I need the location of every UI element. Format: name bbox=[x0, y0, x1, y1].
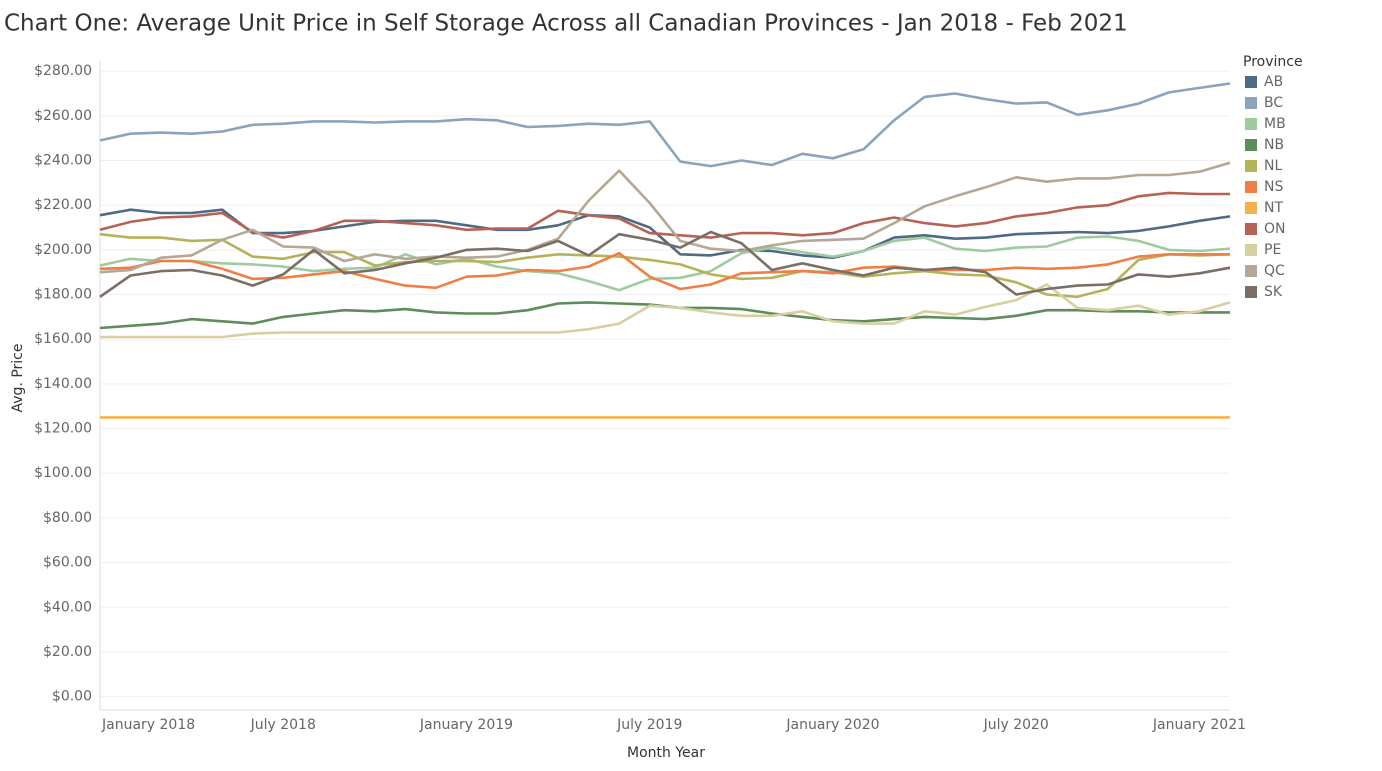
y-tick-label: $200.00 bbox=[34, 242, 92, 258]
y-tick-label: $180.00 bbox=[34, 287, 92, 303]
x-axis-title: Month Year bbox=[627, 745, 705, 761]
y-tick-label: $20.00 bbox=[43, 644, 92, 660]
legend-label: SK bbox=[1264, 284, 1283, 300]
y-tick-label: $100.00 bbox=[34, 465, 92, 481]
x-tick-label: January 2020 bbox=[785, 717, 879, 733]
y-tick-label: $120.00 bbox=[34, 421, 92, 437]
series-line bbox=[99, 232, 1231, 299]
legend-swatch bbox=[1245, 202, 1257, 214]
series-line bbox=[99, 82, 1231, 168]
y-tick-label: $220.00 bbox=[34, 197, 92, 213]
y-tick-label: $40.00 bbox=[43, 599, 92, 615]
legend-swatch bbox=[1245, 97, 1257, 109]
y-tick-label: $140.00 bbox=[34, 376, 92, 392]
legend-label: PE bbox=[1264, 242, 1281, 258]
x-tick-label: January 2019 bbox=[419, 717, 513, 733]
legend-swatch bbox=[1245, 265, 1257, 277]
legend-label: AB bbox=[1264, 74, 1283, 90]
y-tick-label: $280.00 bbox=[34, 63, 92, 79]
legend-label: NL bbox=[1264, 158, 1282, 174]
series-line bbox=[99, 230, 1231, 298]
x-tick-label: January 2021 bbox=[1152, 717, 1246, 733]
x-tick-label: January 2018 bbox=[101, 717, 195, 733]
legend-swatch bbox=[1245, 223, 1257, 235]
y-tick-label: $240.00 bbox=[34, 153, 92, 169]
legend-label: QC bbox=[1264, 263, 1285, 279]
y-tick-label: $80.00 bbox=[43, 510, 92, 526]
x-tick-label: July 2019 bbox=[616, 717, 682, 733]
legend-label: NB bbox=[1264, 137, 1284, 153]
legend-swatch bbox=[1245, 118, 1257, 130]
legend-label: NS bbox=[1264, 179, 1283, 195]
series-line bbox=[99, 251, 1230, 291]
chart-title: Chart One: Average Unit Price in Self St… bbox=[4, 11, 1128, 37]
series-line bbox=[100, 283, 1231, 339]
y-tick-label: $260.00 bbox=[34, 108, 92, 124]
y-tick-label: $160.00 bbox=[34, 331, 92, 347]
legend-swatch bbox=[1245, 160, 1257, 172]
y-axis-title: Avg. Price bbox=[10, 344, 26, 413]
series-line bbox=[99, 208, 1231, 259]
series-line bbox=[99, 235, 1231, 292]
series-line bbox=[99, 161, 1231, 274]
legend-label: NT bbox=[1264, 200, 1283, 216]
legend-swatch bbox=[1245, 76, 1257, 88]
series-line bbox=[99, 191, 1230, 239]
x-tick-label: July 2018 bbox=[250, 717, 316, 733]
y-tick-label: $0.00 bbox=[52, 689, 92, 705]
legend-label: BC bbox=[1264, 95, 1283, 111]
legend-swatch bbox=[1245, 139, 1257, 151]
y-tick-label: $60.00 bbox=[43, 555, 92, 571]
legend-swatch bbox=[1245, 244, 1257, 256]
legend-swatch bbox=[1245, 286, 1257, 298]
legend-label: MB bbox=[1264, 116, 1286, 132]
legend-label: ON bbox=[1264, 221, 1286, 237]
x-tick-label: July 2020 bbox=[983, 717, 1049, 733]
legend-title: Province bbox=[1243, 54, 1303, 70]
legend-swatch bbox=[1245, 181, 1257, 193]
